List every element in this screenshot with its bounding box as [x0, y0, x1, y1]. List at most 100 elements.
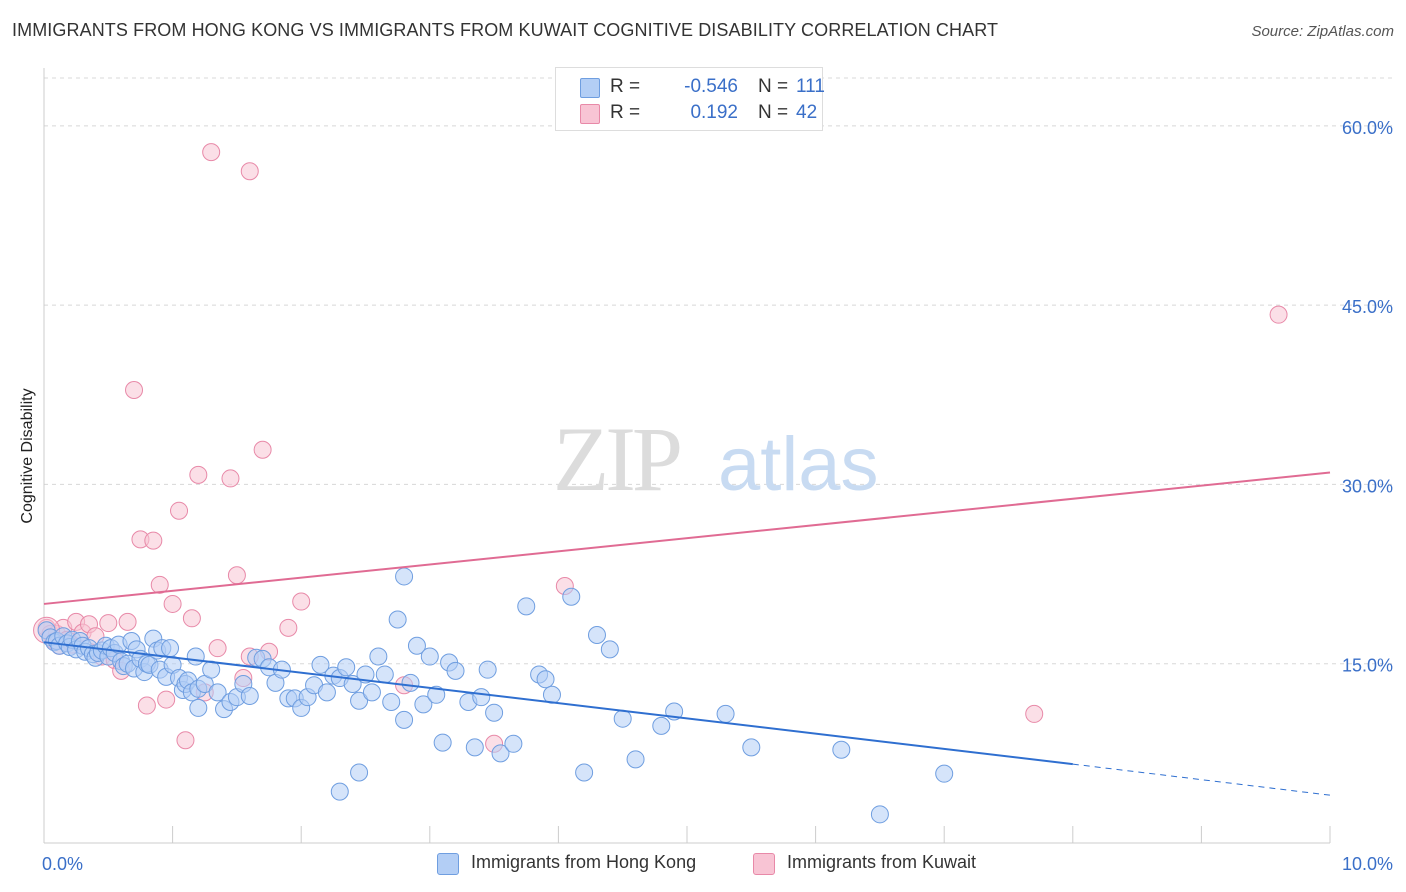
trend-lines: [43, 471, 1331, 796]
kuwait-point: [144, 531, 163, 550]
hong-kong-point: [433, 733, 452, 752]
hong-kong-point: [395, 567, 414, 586]
kuwait-point: [137, 696, 156, 715]
hong-kong-point: [202, 660, 221, 679]
legend-label: Immigrants from Hong Kong: [471, 852, 697, 872]
kuwait-point: [221, 469, 240, 488]
hong-kong-point: [395, 710, 414, 729]
tick-labels: 15.0% 30.0% 45.0% 60.0% 0.0% 10.0%: [42, 118, 1393, 874]
hong-kong-point: [485, 703, 504, 722]
kuwait-point: [157, 690, 176, 709]
kuwait-swatch-icon: [580, 104, 600, 124]
hong-kong-point: [161, 639, 180, 658]
y-tick-label: 30.0%: [1342, 476, 1393, 496]
n-label: N =: [758, 76, 789, 97]
watermark-zip: ZIP: [553, 408, 680, 510]
hong-kong-point: [388, 610, 407, 629]
source-label: Source: ZipAtlas.com: [1251, 23, 1394, 40]
kuwait-point: [202, 143, 221, 162]
hong-kong-point: [369, 647, 388, 666]
n-label: N =: [758, 102, 789, 123]
n-value: 111: [796, 76, 825, 97]
hong-kong-point: [575, 763, 594, 782]
stats-box: R = -0.546 N = 111 R = 0.192 N = 42: [555, 67, 825, 131]
hong-kong-point: [189, 698, 208, 717]
hong-kong-point: [330, 782, 349, 801]
kuwait-point: [1269, 305, 1288, 324]
watermark-atlas: atlas: [718, 422, 879, 507]
hong-kong-point: [311, 655, 330, 674]
kuwait-trend-line: [43, 471, 1331, 605]
hong-kong-point: [587, 626, 606, 645]
hong-kong-point: [832, 740, 851, 759]
hong-kong-point: [240, 686, 259, 705]
hong-kong-point: [504, 734, 523, 753]
hong-kong-point: [208, 683, 227, 702]
hong-kong-point: [350, 691, 369, 710]
kuwait-point: [279, 618, 298, 637]
hong-kong-point: [536, 670, 555, 689]
hong-kong-legend-swatch-icon: [437, 853, 459, 875]
kuwait-point: [150, 575, 169, 594]
axes: [43, 68, 1331, 844]
hong-kong-point: [742, 738, 761, 757]
hong-kong-point: [362, 683, 381, 702]
hong-kong-point: [652, 716, 671, 735]
hong-kong-point: [600, 640, 619, 659]
hong-kong-point: [446, 661, 465, 680]
hong-kong-point: [472, 688, 491, 707]
legend-label: Immigrants from Kuwait: [787, 852, 977, 872]
kuwait-point: [189, 465, 208, 484]
hong-kong-point: [716, 704, 735, 723]
hong-kong-point: [517, 597, 536, 616]
hong-kong-point: [186, 647, 205, 666]
kuwait-point: [163, 594, 182, 613]
hong-kong-point: [350, 763, 369, 782]
kuwait-point: [1025, 704, 1044, 723]
y-tick-label: 45.0%: [1342, 297, 1393, 317]
kuwait-point: [240, 162, 259, 181]
r-label: R =: [610, 102, 641, 123]
hong-kong-point: [375, 665, 394, 684]
hong-kong-swatch-icon: [580, 78, 600, 98]
hong-kong-point: [465, 738, 484, 757]
kuwait-point: [125, 380, 144, 399]
kuwait-point: [208, 639, 227, 658]
chart-title: IMMIGRANTS FROM HONG KONG VS IMMIGRANTS …: [12, 20, 999, 40]
hong-kong-point: [420, 647, 439, 666]
watermark: ZIP atlas: [553, 408, 879, 510]
y-tick-label: 15.0%: [1342, 656, 1393, 676]
hong-kong-point: [407, 636, 426, 655]
kuwait-point: [292, 592, 311, 611]
hong-kong-trend-line: [43, 641, 1073, 766]
r-value: 0.192: [690, 102, 738, 123]
x-tick-label: 0.0%: [42, 854, 83, 874]
hong-kong-point: [337, 658, 356, 677]
hong-kong-point: [562, 587, 581, 606]
kuwait-legend-swatch-icon: [753, 853, 775, 875]
hong-kong-point: [356, 665, 375, 684]
kuwait-point: [170, 501, 189, 520]
kuwait-point: [227, 566, 246, 585]
hong-kong-point: [491, 744, 510, 763]
kuwait-point: [182, 609, 201, 628]
r-value: -0.546: [684, 76, 738, 97]
kuwait-point: [118, 612, 137, 631]
y-tick-label: 60.0%: [1342, 118, 1393, 138]
hong-kong-point: [935, 764, 954, 783]
hong-kong-point: [870, 805, 889, 824]
series-hong-kong-points: [37, 567, 954, 824]
n-value: 42: [796, 102, 818, 123]
hong-kong-point: [478, 660, 497, 679]
kuwait-point: [99, 614, 118, 633]
hong-kong-point: [626, 750, 645, 769]
r-label: R =: [610, 76, 641, 97]
hong-kong-point: [382, 692, 401, 711]
hong-kong-point: [317, 683, 336, 702]
hong-kong-point: [401, 673, 420, 692]
hong-kong-point: [414, 695, 433, 714]
hong-kong-point: [427, 685, 446, 704]
x-tick-label: 10.0%: [1342, 854, 1393, 874]
kuwait-point: [176, 731, 195, 750]
